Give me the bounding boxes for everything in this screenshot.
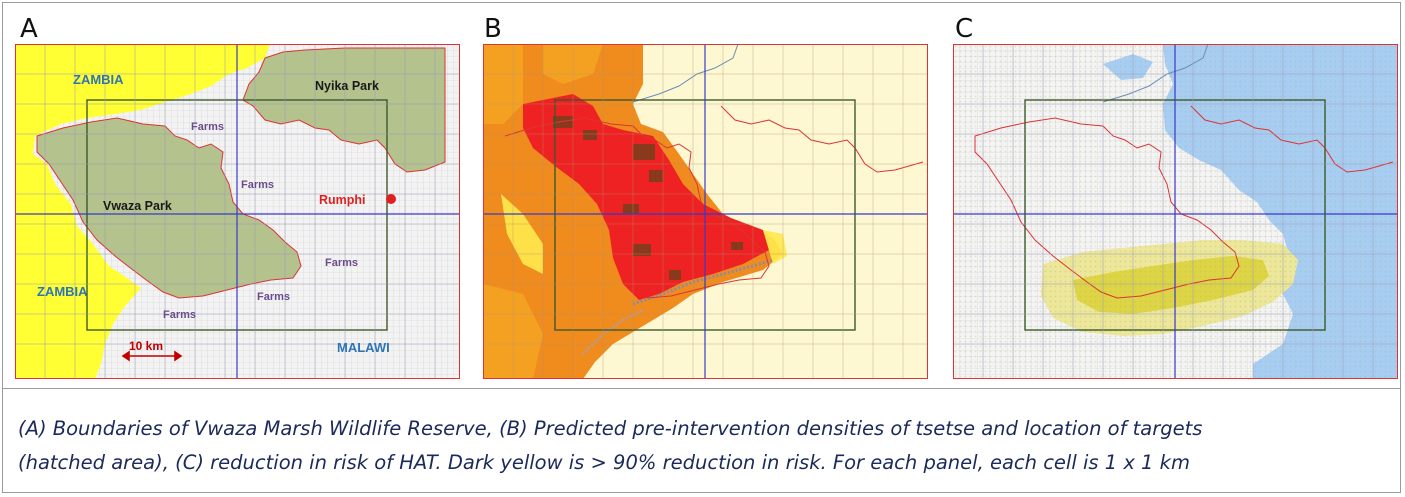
label-malawi: MALAWI [337, 340, 390, 355]
zambia-region [15, 44, 270, 379]
map-panel-a: ZAMBIA ZAMBIA Nyika Park Vwaza Park Rump… [15, 44, 460, 379]
park-boundary [720, 105, 924, 173]
label-rumphi: Rumphi [319, 193, 366, 207]
scale-label: 10 km [129, 339, 163, 353]
panel-letter-b: B [484, 14, 502, 44]
figure-caption: (A) Boundaries of Vwaza Marsh Wildlife R… [18, 412, 1388, 480]
label-farms-5: Farms [163, 309, 196, 321]
map-a-svg: ZAMBIA ZAMBIA Nyika Park Vwaza Park Rump… [15, 44, 460, 379]
label-farms-2: Farms [241, 179, 274, 191]
caption-divider [2, 388, 1401, 389]
label-farms-3: Farms [325, 257, 358, 269]
caption-line-2: (hatched area), (C) reduction in risk of… [18, 451, 1190, 474]
dark-patches [553, 116, 743, 280]
label-zambia-bottom: ZAMBIA [37, 284, 88, 299]
panel-letter-c: C [955, 14, 974, 44]
label-farms-4: Farms [257, 291, 290, 303]
map-c-svg [953, 44, 1398, 379]
caption-line-1: (A) Boundaries of Vwaza Marsh Wildlife R… [18, 417, 1203, 440]
scale-bar [121, 350, 183, 362]
label-nyika-park: Nyika Park [315, 79, 379, 93]
vwaza-park-region [36, 117, 302, 299]
target-hatched-area [632, 258, 774, 306]
panel-letter-a: A [20, 14, 38, 44]
label-zambia-top: ZAMBIA [73, 72, 124, 87]
rumphi-marker [386, 194, 396, 204]
label-farms-1: Farms [191, 121, 224, 133]
map-panel-b [483, 44, 928, 379]
high-density-region [523, 94, 769, 300]
label-vwaza-park: Vwaza Park [103, 199, 172, 213]
map-b-svg [483, 44, 928, 379]
map-panel-c [953, 44, 1398, 379]
park-boundary-c [1190, 105, 1394, 173]
